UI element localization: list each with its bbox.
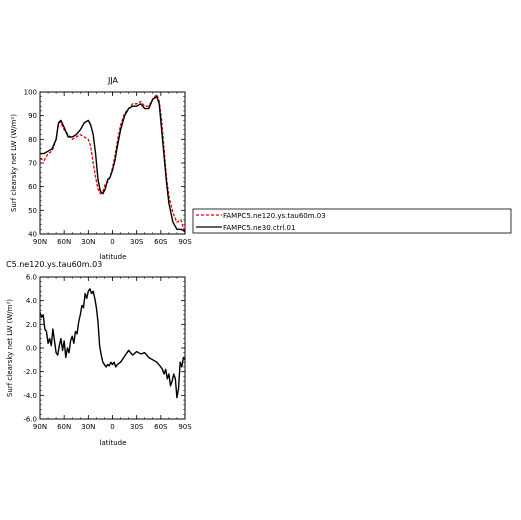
top-x-tick-label: 60S (154, 238, 168, 246)
bottom-y-tick-label: 4.0 (26, 297, 37, 305)
top-y-tick-label: 50 (28, 207, 37, 215)
bottom-x-tick-label: 0 (110, 423, 114, 431)
bottom-x-tick-label: 90S (178, 423, 192, 431)
top-y-tick-label: 80 (28, 136, 37, 144)
top-y-tick-label: 100 (24, 89, 37, 97)
bottom-series-line-0 (39, 288, 186, 399)
top-panel-title: JJA (107, 76, 119, 85)
top-panel-series (39, 93, 186, 235)
legend-label-ne30: FAMPC5.ne30.ctrl.01 (223, 224, 295, 232)
top-x-tick-label: 30N (81, 238, 95, 246)
bottom-y-tick-label: -6.0 (23, 416, 37, 424)
bottom-y-tick-label: 2.0 (26, 321, 37, 329)
bottom-x-tick-label: 60N (57, 423, 71, 431)
bottom-x-tick-label: 30N (81, 423, 95, 431)
bottom-y-tick-label: -4.0 (23, 392, 37, 400)
bottom-panel-ticks: 90N 60N 30N 0 30S 60S 90S -6.0 -4.0 -2.0 0.0 2.0 4.0… (23, 274, 192, 432)
bottom-y-tick-label: -2.0 (23, 368, 37, 376)
bottom-y-tick-label: 6.0 (26, 274, 37, 282)
legend: FAMPC5.ne120.ys.tau60m.03 FAMPC5.ne30.ct… (192, 208, 512, 234)
bottom-x-tick-label: 90N (33, 423, 47, 431)
top-x-tick-label: 30S (130, 238, 144, 246)
top-x-tick-label: 0 (110, 238, 114, 246)
bottom-panel-x-axis-label: latitude (100, 439, 127, 447)
top-y-tick-label: 40 (28, 231, 37, 239)
top-y-tick-label: 60 (28, 183, 37, 191)
top-x-tick-label: 60N (57, 238, 71, 246)
bottom-panel: C5.ne120.ys.tau60m.03 90N 60N 30N 0 30S 60S 90… (6, 260, 192, 447)
top-x-tick-label: 90N (33, 238, 47, 246)
top-series-line-1 (40, 96, 186, 233)
top-panel-y-axis-label: Surf clearsky net LW (W/m²) (10, 114, 18, 212)
top-panel-frame (39, 91, 186, 235)
top-panel: JJA 90N 60N 30N 0 30S 60S 90S 40 50 60 70 80 90 100 l… (10, 76, 192, 261)
top-x-tick-label: 90S (178, 238, 192, 246)
legend-label-ne120: FAMPC5.ne120.ys.tau60m.03 (223, 212, 326, 220)
top-y-tick-label: 90 (28, 112, 37, 120)
top-plot-frame (39, 91, 186, 235)
bottom-x-tick-label: 30S (130, 423, 144, 431)
top-series-line-0 (39, 93, 186, 235)
bottom-y-tick-label: 0.0 (26, 345, 37, 353)
top-panel-ticks: 90N 60N 30N 0 30S 60S 90S 40 50 60 70 80 90 100 (24, 89, 193, 247)
bottom-panel-series (39, 288, 186, 399)
bottom-panel-title: C5.ne120.ys.tau60m.03 (6, 260, 102, 269)
bottom-x-tick-label: 60S (154, 423, 168, 431)
bottom-panel-y-axis-label: Surf clearsky net LW (W/m²) (6, 299, 14, 397)
top-panel-x-axis-label: latitude (100, 253, 127, 261)
legend-box (192, 208, 512, 234)
top-y-tick-label: 70 (28, 160, 37, 168)
